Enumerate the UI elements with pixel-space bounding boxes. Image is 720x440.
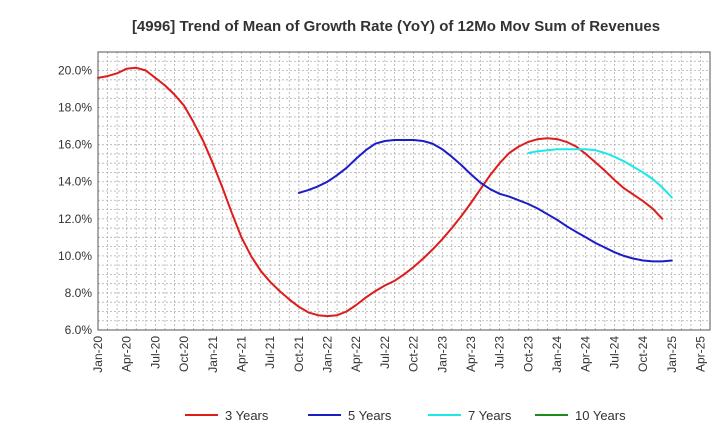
x-tick-label: Apr-20 [120,336,134,372]
x-tick-label: Apr-25 [693,336,707,372]
x-tick-label: Oct-24 [636,336,650,372]
x-tick-label: Jan-25 [665,336,679,373]
x-tick-label: Jul-20 [148,336,162,369]
y-tick-label: 10.0% [58,249,92,263]
legend-label: 5 Years [348,408,392,423]
x-tick-label: Jan-22 [321,336,335,373]
legend-label: 3 Years [225,408,269,423]
x-tick-label: Oct-20 [177,336,191,372]
legend-label: 7 Years [468,408,512,423]
legend-label: 10 Years [575,408,626,423]
series-line-3-years [97,66,664,318]
x-tick-label: Apr-21 [234,336,248,372]
x-tick-label: Apr-23 [464,336,478,372]
y-axis-ticks: 6.0% 8.0% 10.0% 12.0% 14.0% 16.0% 18.0% 20.0% [58,64,92,337]
x-tick-label: Jul-21 [263,336,277,369]
series-line-7-years [527,148,673,199]
y-tick-label: 8.0% [65,286,93,300]
y-tick-label: 6.0% [65,323,93,337]
x-tick-label: Jan-23 [435,336,449,373]
x-axis-ticks: Jan-20 Apr-20 Jul-20 Oct-20 Jan-21 Apr-21 Jul-… [91,336,707,373]
x-tick-label: Oct-21 [292,336,306,372]
y-tick-label: 16.0% [58,138,92,152]
x-tick-label: Jul-24 [607,336,621,369]
grid-lines [98,52,710,330]
x-tick-label: Jan-24 [550,336,564,373]
x-tick-label: Apr-24 [579,336,593,372]
chart-title: [4996] Trend of Mean of Growth Rate (YoY… [132,18,660,35]
y-tick-label: 20.0% [58,64,92,78]
x-tick-label: Oct-22 [407,336,421,372]
x-tick-label: Jul-22 [378,336,392,369]
series-line-5-years [297,139,673,263]
data-lines [97,66,673,318]
y-tick-label: 12.0% [58,212,92,226]
y-tick-label: 18.0% [58,101,92,115]
x-tick-label: Apr-22 [349,336,363,372]
plot-frame [97,51,711,331]
x-tick-label: Jul-23 [493,336,507,369]
y-tick-label: 14.0% [58,175,92,189]
x-tick-label: Oct-23 [521,336,535,372]
x-tick-label: Jan-20 [91,336,105,373]
x-tick-label: Jan-21 [206,336,220,373]
legend: 3 Years 5 Years 7 Years 10 Years [185,408,626,423]
